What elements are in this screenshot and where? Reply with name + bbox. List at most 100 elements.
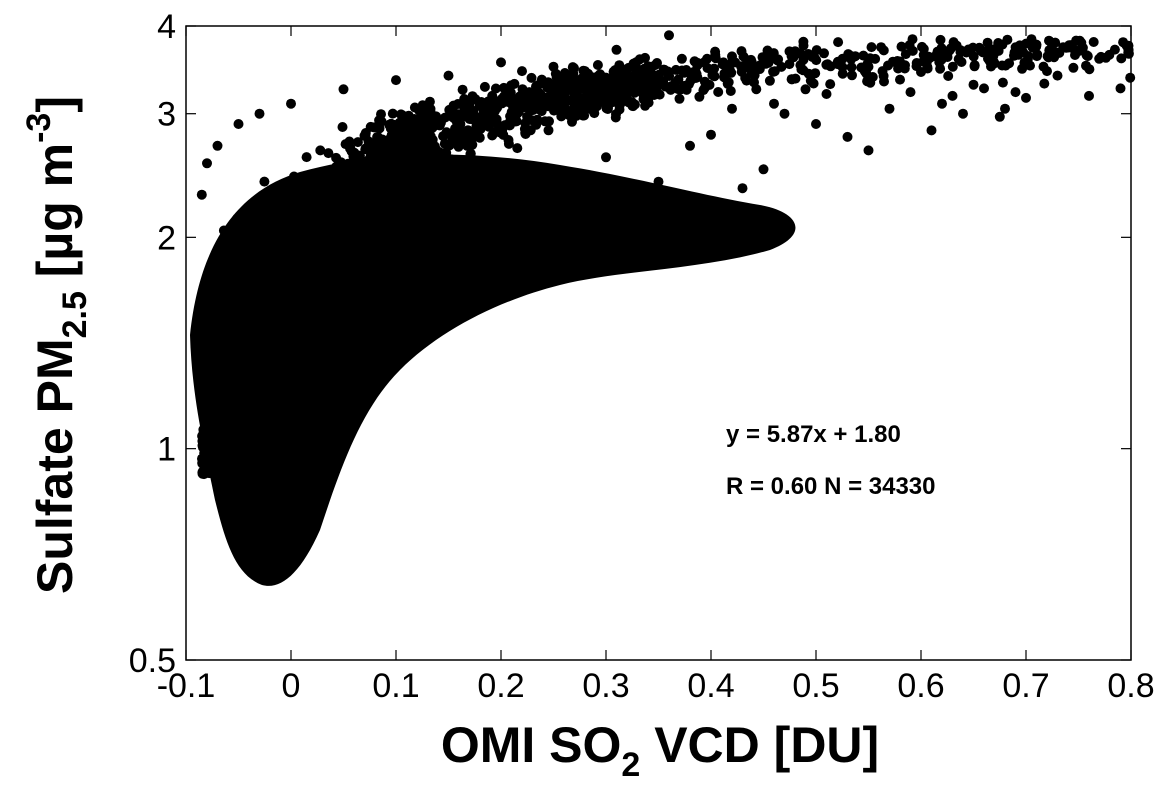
- scatter-point: [248, 240, 259, 251]
- scatter-point: [1076, 37, 1087, 48]
- scatter-point: [299, 221, 310, 232]
- scatter-point: [968, 51, 979, 62]
- scatter-point: [475, 224, 485, 235]
- scatter-point: [222, 309, 233, 320]
- scatter-point: [349, 218, 360, 229]
- scatter-point: [509, 78, 520, 89]
- scatter-point: [490, 83, 501, 94]
- scatter-point: [443, 256, 454, 267]
- scatter-point: [958, 108, 968, 119]
- scatter-point: [393, 196, 404, 207]
- scatter-point: [325, 293, 336, 304]
- scatter-point: [220, 424, 231, 435]
- scatter-point: [905, 87, 916, 98]
- scatter-point: [479, 81, 490, 92]
- scatter-point: [244, 282, 255, 293]
- scatter-point: [517, 66, 527, 77]
- scatter-point: [448, 100, 459, 111]
- scatter-point: [259, 333, 270, 344]
- x-tick-label: 0.1: [372, 667, 419, 705]
- scatter-point: [690, 66, 701, 77]
- scatter-point: [295, 415, 306, 425]
- scatter-point: [769, 66, 780, 77]
- scatter-point: [512, 143, 523, 154]
- scatter-point: [199, 307, 210, 317]
- scatter-point: [232, 213, 243, 224]
- scatter-point: [272, 443, 283, 454]
- scatter-point: [982, 37, 993, 48]
- scatter-point: [676, 53, 687, 64]
- axis-ticks: -0.1 0 0.1 0.2 0.3 0.4 0.5 0.6 0.7 0.8 0.5 1 2 3 4: [129, 8, 1155, 705]
- scatter-point: [269, 300, 280, 311]
- scatter-point: [335, 316, 346, 327]
- scatter-point: [406, 140, 417, 151]
- scatter-point: [444, 140, 455, 151]
- scatter-point: [543, 125, 554, 136]
- scatter-point: [536, 103, 547, 114]
- scatter-point: [259, 323, 270, 334]
- scatter-point: [744, 63, 755, 74]
- scatter-point: [637, 88, 648, 99]
- scatter-point: [218, 225, 229, 236]
- scatter-point: [615, 62, 626, 73]
- scatter-point: [602, 102, 613, 113]
- scatter-point: [239, 374, 250, 385]
- scatter-point: [204, 464, 215, 475]
- scatter-point: [476, 97, 487, 107]
- y-tick-label: 4: [157, 8, 176, 46]
- scatter-point: [895, 56, 905, 67]
- scatter-point: [337, 122, 348, 132]
- scatter-point: [679, 80, 690, 91]
- scatter-point: [997, 77, 1008, 88]
- fit-equation: y = 5.87x + 1.80: [726, 421, 901, 448]
- scatter-point: [1021, 92, 1031, 103]
- scatter-point: [250, 331, 261, 341]
- scatter-point: [263, 219, 274, 230]
- scatter-point: [423, 106, 434, 117]
- scatter-point: [260, 285, 271, 296]
- scatter-point: [423, 127, 434, 138]
- scatter-point: [330, 266, 341, 277]
- scatter-point: [519, 90, 530, 101]
- scatter-point: [286, 367, 297, 378]
- scatter-point: [293, 326, 304, 337]
- scatter-point: [275, 348, 286, 359]
- scatter-point: [444, 159, 455, 170]
- scatter-point: [218, 435, 229, 446]
- scatter-point: [233, 119, 244, 129]
- scatter-point: [226, 437, 236, 448]
- scatter-point: [727, 103, 737, 114]
- scatter-point: [506, 210, 517, 221]
- x-tick-label: -0.1: [157, 667, 216, 705]
- scatter-point: [201, 433, 212, 444]
- scatter-point: [487, 130, 498, 141]
- scatter-point: [283, 193, 294, 204]
- scatter-point: [242, 466, 253, 477]
- scatter-point: [233, 464, 244, 475]
- scatter-point: [338, 84, 349, 95]
- scatter-point: [277, 183, 287, 193]
- scatter-point: [979, 83, 989, 94]
- scatter-point: [943, 71, 954, 81]
- scatter-point: [581, 79, 592, 89]
- scatter-point: [352, 137, 363, 148]
- scatter-point: [291, 258, 302, 269]
- scatter-point: [614, 104, 625, 115]
- scatter-point: [982, 45, 993, 56]
- scatter-point: [769, 98, 779, 109]
- scatter-point: [203, 425, 214, 436]
- scatter-point: [308, 319, 319, 330]
- scatter-point: [349, 363, 359, 374]
- x-tick-label: 0.3: [582, 667, 629, 705]
- scatter-point: [699, 83, 710, 94]
- scatter-point: [623, 79, 634, 90]
- scatter-point: [505, 111, 516, 122]
- scatter-point: [462, 109, 473, 120]
- scatter-point: [491, 114, 502, 125]
- scatter-point: [628, 101, 638, 112]
- scatter-point: [364, 193, 375, 204]
- scatter-point: [409, 102, 420, 113]
- scatter-point: [825, 61, 836, 72]
- scatter-point: [737, 183, 748, 194]
